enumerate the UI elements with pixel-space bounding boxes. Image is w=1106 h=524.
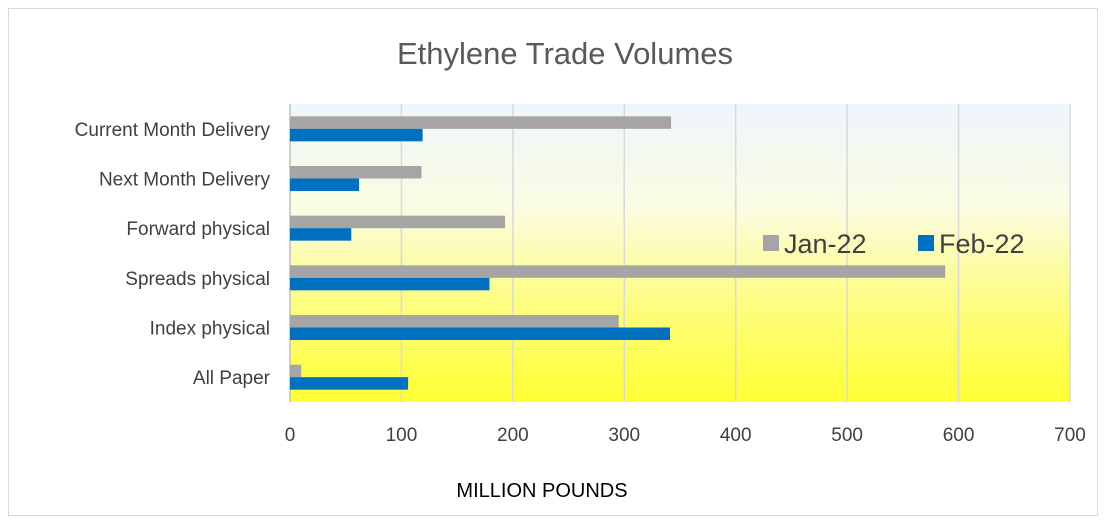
plot-area xyxy=(290,104,1070,402)
chart-title: Ethylene Trade Volumes xyxy=(397,36,733,71)
gridlines xyxy=(289,104,1071,402)
x-axis-label: MILLION POUNDS xyxy=(456,480,627,502)
bars xyxy=(290,116,946,390)
bar-feb-22-1 xyxy=(290,178,360,191)
category-label: Forward physical xyxy=(126,219,270,240)
bar-feb-22-3 xyxy=(290,277,490,291)
bar-jan-22-5 xyxy=(290,364,302,378)
bar-jan-22-2 xyxy=(290,215,506,229)
bar-feb-22-2 xyxy=(290,228,352,241)
legend-swatch-jan-22 xyxy=(763,235,779,251)
x-tick-labels: 0 100 200 300 400 500 600 700 xyxy=(285,425,1086,446)
x-tick-label: 700 xyxy=(1054,425,1086,446)
x-tick-label: 200 xyxy=(497,425,529,446)
bar-feb-22-0 xyxy=(290,128,423,142)
bar-jan-22-1 xyxy=(290,166,422,179)
x-tick-label: 300 xyxy=(608,425,640,446)
legend-label: Feb-22 xyxy=(939,229,1025,259)
bar-feb-22-5 xyxy=(290,377,409,390)
bar-jan-22-0 xyxy=(290,116,672,129)
legend-swatch-feb-22 xyxy=(918,235,934,251)
x-tick-label: 400 xyxy=(720,425,752,446)
category-label: Spreads physical xyxy=(125,269,270,290)
x-tick-label: 100 xyxy=(386,425,418,446)
bar-jan-22-4 xyxy=(290,315,619,328)
category-label: Current Month Delivery xyxy=(75,120,271,141)
category-label: Next Month Delivery xyxy=(99,170,271,191)
x-tick-label: 0 xyxy=(285,425,296,446)
x-tick-label: 600 xyxy=(943,425,975,446)
x-tick-label: 500 xyxy=(831,425,863,446)
category-labels: Current Month Delivery Next Month Deliver… xyxy=(75,120,271,389)
legend-label: Jan-22 xyxy=(784,229,867,259)
legend: Jan-22 Feb-22 xyxy=(763,229,1025,259)
category-label: All Paper xyxy=(193,368,271,389)
bar-jan-22-3 xyxy=(290,265,946,278)
category-label: Index physical xyxy=(150,319,270,340)
bar-feb-22-4 xyxy=(290,327,670,340)
